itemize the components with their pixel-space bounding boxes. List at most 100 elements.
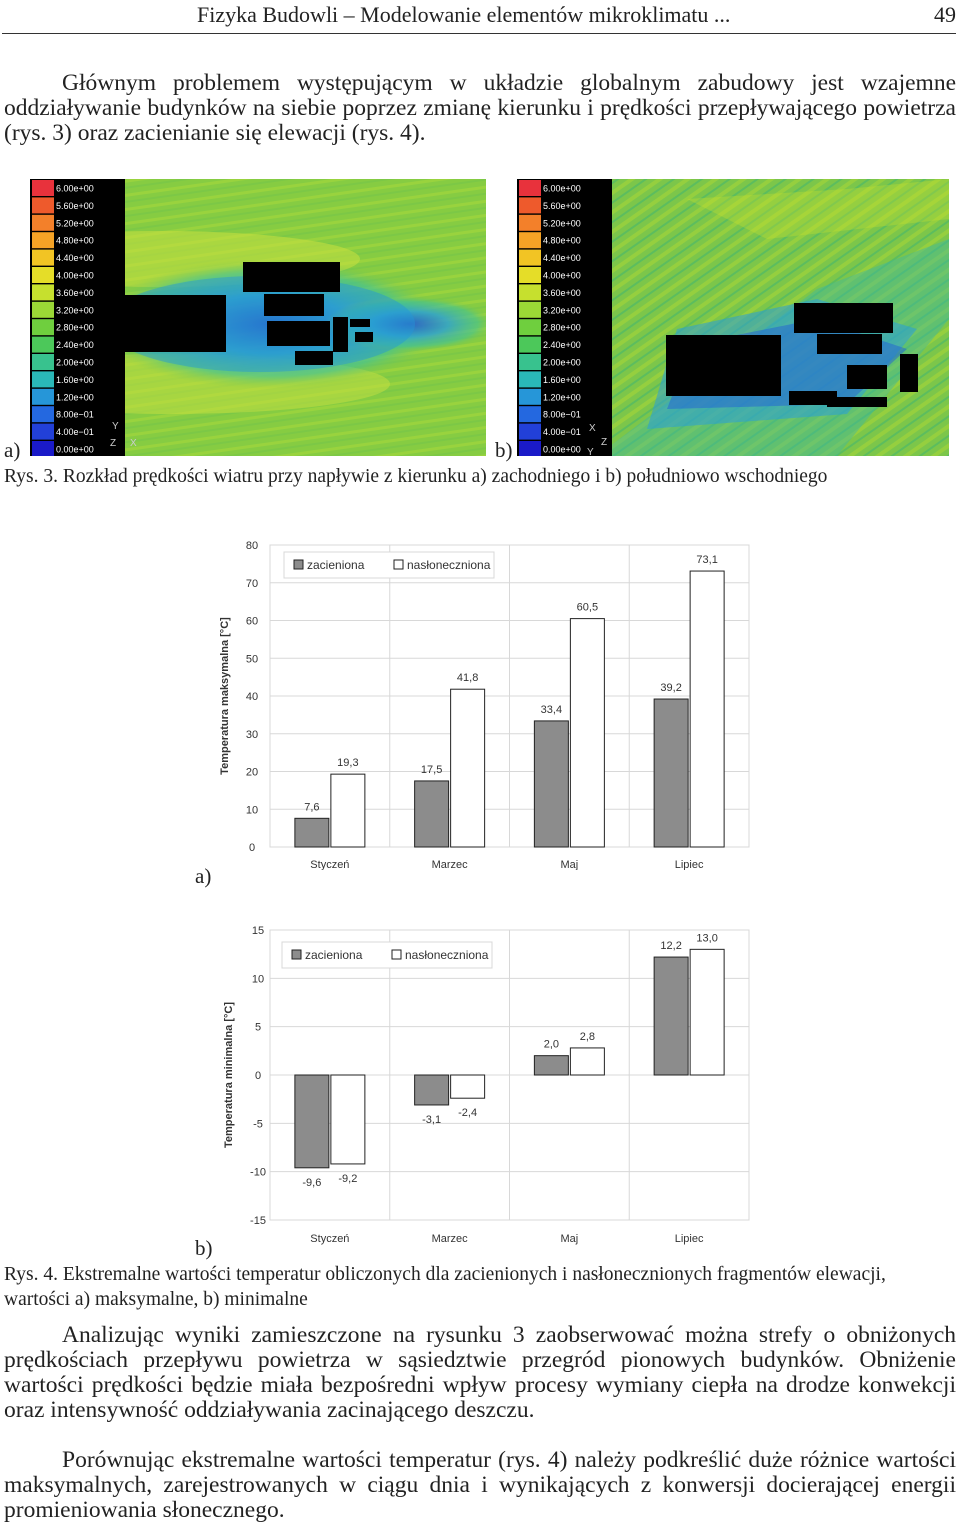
bar-zacieniona [533,1055,569,1076]
bar-naslo [569,618,605,848]
data-label: 41,8 [457,672,478,684]
legend-value: 8.00e−01 [56,410,94,420]
legend-swatch [393,559,404,570]
legend-swatch [519,388,541,405]
category-label: Marzec [432,1233,469,1245]
y-tick-label: 0 [255,1070,261,1082]
axis-letter-y-a: Y [112,421,119,432]
legend-value: 1.60e+00 [56,375,94,385]
y-tick-label: 30 [246,729,258,741]
legend-value: 2.80e+00 [543,323,581,333]
page-header: Fizyka Budowli – Modelowanie elementów m… [0,0,960,34]
wind-speed-map-southeast: 6.00e+00 5.60e+00 5.20e+00 4.80e+00 4.40e+00… [517,179,949,456]
legend-swatch [32,284,54,301]
legend-value: 4.00e+00 [56,271,94,281]
legend-value: 4.40e+00 [56,253,94,263]
legend-value: 3.20e+00 [56,305,94,315]
category-label: Styczeń [310,859,349,870]
data-label: 73,1 [696,554,717,566]
bar-zacieniona [533,720,569,848]
legend-value: 4.00e+00 [543,271,581,281]
legend-value: 2.40e+00 [543,340,581,350]
legend-swatch [32,354,54,370]
data-label: -9,2 [338,1173,357,1185]
legend-value: 6.00e+00 [56,184,94,194]
legend-value: 5.60e+00 [56,201,94,211]
y-tick-label: -5 [253,1118,263,1130]
legend-value: 1.20e+00 [543,392,581,402]
category-label: Lipiec [675,1233,704,1245]
data-label: 17,5 [421,764,442,776]
legend-swatch [32,336,54,353]
legend-frame [283,551,495,579]
fig4-label-a: a) [195,864,212,888]
chart-legend: zacieniona nasłoneczniona [281,941,493,969]
y-axis-label: Temperatura maksymalna [°C] [219,617,231,775]
bar-zacieniona [653,698,689,848]
legend-swatch [291,949,302,960]
y-tick-label: 50 [246,653,258,665]
legend-swatch [32,197,54,214]
legend-swatch [519,406,541,423]
legend-swatch [519,214,541,231]
legend-value: 4.40e+00 [543,253,581,263]
legend-swatch [519,249,541,266]
header-rule [2,33,956,34]
legend-swatch [32,214,54,231]
y-tick-label: 15 [252,925,264,937]
legend-value: 4.80e+00 [543,236,581,246]
legend-value: 5.60e+00 [543,201,581,211]
legend-frame [281,941,493,969]
bar-zacieniona [294,1074,330,1169]
legend-swatch [32,319,54,336]
legend-value: 2.00e+00 [56,358,94,368]
legend-value: 3.60e+00 [56,288,94,298]
legend-value: 4.00e−01 [56,427,94,437]
legend-swatch [32,423,54,440]
legend-swatch [519,284,541,301]
data-label: 2,8 [580,1031,595,1043]
legend-value: 2.00e+00 [543,358,581,368]
intro-paragraph: Głównym problemem występującym w układzi… [4,70,956,146]
analysis-paragraph: Analizując wyniki zamieszczone na rysunk… [4,1322,956,1423]
running-title: Fizyka Budowli – Modelowanie elementów m… [197,2,731,27]
legend-swatch [519,232,541,249]
legend-swatch [293,559,304,570]
axis-letter-x-a: X [130,438,137,449]
legend-value: 0.00e+00 [56,445,94,455]
data-label: 7,6 [304,801,319,813]
legend-value: 2.80e+00 [56,323,94,333]
axis-letter-y-b: Y [587,447,594,456]
data-label: 19,3 [337,757,358,769]
data-label: 12,2 [660,940,681,952]
legend-value: 6.00e+00 [543,184,581,194]
legend-swatch [519,180,541,196]
legend-swatch [32,406,54,423]
axis-letter-z-a: Z [110,438,116,449]
y-tick-label: 5 [255,1022,261,1034]
data-label: -9,6 [302,1177,321,1189]
y-tick-label: 80 [246,540,258,552]
category-label: Marzec [432,859,469,870]
page-number: 49 [934,2,956,27]
legend-value: 5.20e+00 [56,218,94,228]
legend-swatch [32,249,54,266]
y-axis-label: Temperatura minimalna [°C] [223,1002,235,1148]
bar-zacieniona [414,1074,450,1106]
legend-swatch [32,388,54,405]
legend-value: 0.00e+00 [543,445,581,455]
category-label: Lipiec [675,859,704,870]
legend-swatch [32,180,54,196]
legend-value: 1.60e+00 [543,375,581,385]
fig3-label-b: b) [495,438,513,462]
y-tick-label: 10 [252,973,264,985]
legend-label: zacieniona [305,948,363,962]
legend-value: 4.00e−01 [543,427,581,437]
legend-swatch [32,301,54,318]
bar-naslo [450,1074,486,1099]
chart-legend: zacieniona nasłoneczniona [283,551,495,579]
chart-min-temperature: -15 -10 -5 0 5 10 15 Temperatura minimalna [°C]… [200,920,760,1250]
legend-swatch [391,949,402,960]
legend-swatch [32,267,54,283]
fig4-label-b: b) [195,1236,213,1260]
